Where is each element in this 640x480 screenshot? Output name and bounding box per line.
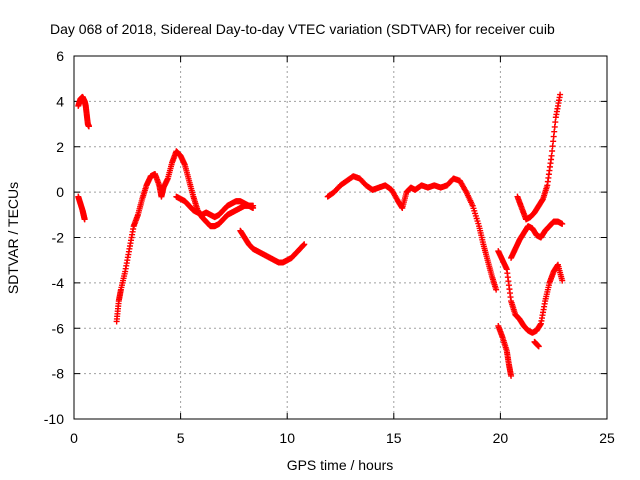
y-tick-label: -8 xyxy=(52,366,65,382)
x-tick-label: 20 xyxy=(493,430,509,446)
data-point-marker xyxy=(535,343,542,350)
grid xyxy=(74,56,607,419)
data-point-marker xyxy=(85,123,92,130)
y-tick-label: -2 xyxy=(52,230,65,246)
data-point-marker xyxy=(557,91,564,98)
y-tick-label: -4 xyxy=(52,275,65,291)
x-tick-label: 5 xyxy=(177,430,185,446)
data-point-marker xyxy=(559,277,566,284)
axis-ticks xyxy=(73,55,608,420)
y-tick-label: 6 xyxy=(56,48,64,64)
y-axis-label: SDTVAR / TECUs xyxy=(5,182,21,294)
chart-title: Day 068 of 2018, Sidereal Day-to-day VTE… xyxy=(50,21,555,37)
y-tick-label: -6 xyxy=(52,320,65,336)
x-tick-label: 0 xyxy=(70,430,78,446)
data-point-marker xyxy=(301,241,308,248)
data-points xyxy=(75,91,566,379)
y-tick-label: 4 xyxy=(56,93,64,109)
x-tick-label: 25 xyxy=(599,430,615,446)
data-point-marker xyxy=(508,372,515,379)
y-tick-label: 0 xyxy=(56,184,64,200)
data-point-marker xyxy=(559,220,566,227)
data-point-marker xyxy=(250,202,257,209)
data-point-marker xyxy=(81,216,88,223)
x-tick-label: 10 xyxy=(279,430,295,446)
data-point-marker xyxy=(493,286,500,293)
x-tick-label: 15 xyxy=(386,430,402,446)
x-axis-label: GPS time / hours xyxy=(287,457,394,473)
y-tick-labels: -10 -8 -6 -4 -2 0 2 4 6 xyxy=(44,48,64,427)
y-tick-label: 2 xyxy=(56,139,64,155)
x-tick-labels: 0 5 10 15 20 25 xyxy=(70,430,615,446)
y-tick-label: -10 xyxy=(44,411,64,427)
